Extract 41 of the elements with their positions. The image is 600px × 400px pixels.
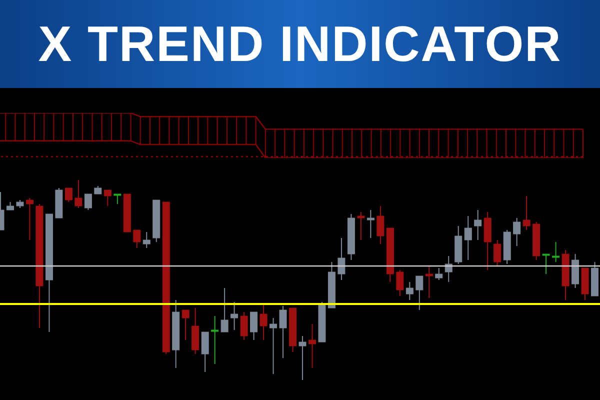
candlestick xyxy=(240,312,248,340)
candlestick xyxy=(74,180,82,208)
candlestick xyxy=(484,212,492,270)
candlestick xyxy=(142,232,150,248)
candlestick xyxy=(406,282,414,300)
candlestick xyxy=(366,210,374,238)
candlestick xyxy=(279,306,287,358)
candlestick xyxy=(192,308,200,354)
candlestick xyxy=(104,190,112,206)
candlestick xyxy=(26,198,34,240)
candlestick xyxy=(464,216,472,260)
candlestick xyxy=(522,196,530,230)
candlestick xyxy=(513,218,521,246)
candlestick xyxy=(474,210,482,240)
candlestick xyxy=(298,336,306,380)
candlestick xyxy=(182,310,190,340)
candlestick xyxy=(260,304,268,340)
candlestick xyxy=(338,238,346,280)
candlestick xyxy=(270,318,278,374)
candlestick xyxy=(308,324,316,368)
chart-title: X TREND INDICATOR xyxy=(38,15,562,73)
candlestick xyxy=(211,316,219,364)
candlestick xyxy=(552,242,560,262)
candlestick xyxy=(84,194,92,210)
candlestick xyxy=(494,240,502,266)
candlestick xyxy=(114,194,122,204)
candlestick xyxy=(435,268,443,280)
candlestick xyxy=(357,212,365,240)
candlestick xyxy=(133,230,141,248)
candlestick xyxy=(425,266,433,298)
candlestick xyxy=(444,256,452,282)
candlestick xyxy=(230,302,238,330)
candlestick xyxy=(64,188,72,202)
candlestick xyxy=(572,254,580,288)
candlestick xyxy=(201,332,209,372)
candlestick xyxy=(542,254,550,274)
candlestick xyxy=(376,206,384,244)
candlestick xyxy=(416,276,424,310)
candlestick xyxy=(220,288,228,332)
candlestick xyxy=(396,270,404,296)
candlestick xyxy=(250,312,258,340)
